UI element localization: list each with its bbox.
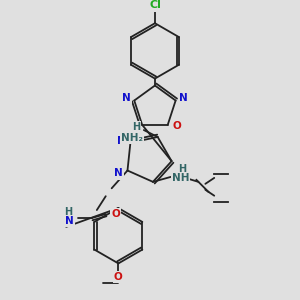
Text: H: H	[132, 122, 140, 132]
Text: Cl: Cl	[149, 0, 161, 11]
Text: O: O	[111, 209, 120, 219]
Text: NH₂: NH₂	[121, 133, 143, 143]
Text: N: N	[117, 136, 126, 146]
Text: NH: NH	[172, 173, 189, 183]
Text: O: O	[172, 121, 181, 131]
Text: H: H	[64, 207, 72, 217]
Text: N: N	[122, 93, 131, 103]
Text: N: N	[114, 169, 123, 178]
Text: N: N	[65, 216, 74, 226]
Text: O: O	[114, 272, 123, 282]
Text: H: H	[178, 164, 187, 174]
Text: N: N	[179, 93, 188, 103]
